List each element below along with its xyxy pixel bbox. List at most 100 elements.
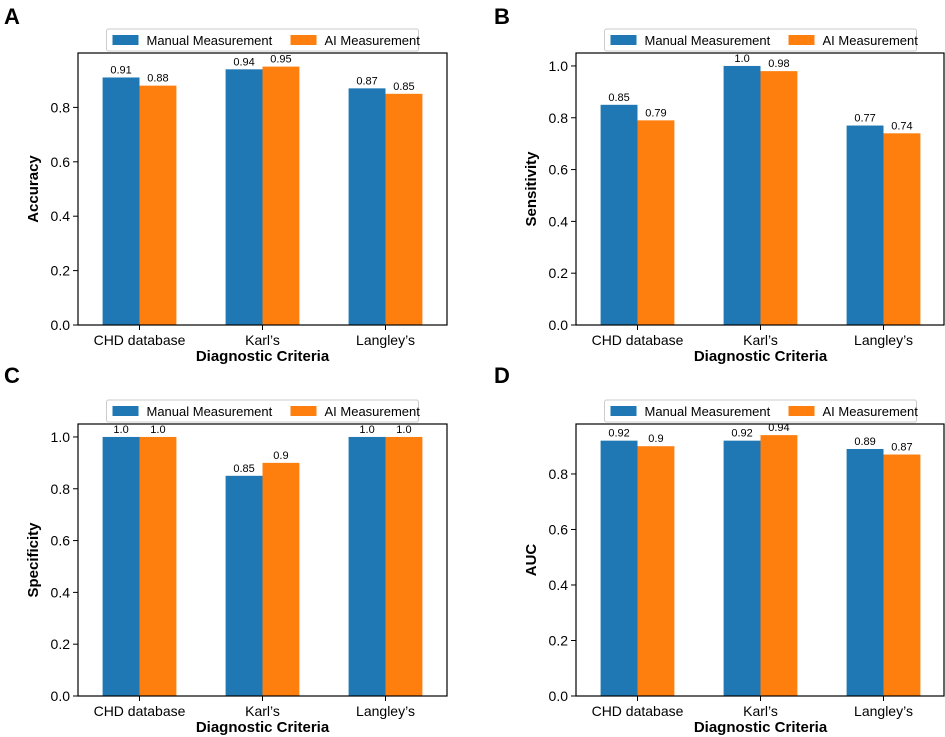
bar-ai-1 — [139, 436, 177, 696]
y-tick-label: 0.8 — [51, 481, 71, 497]
legend-label-manual: Manual Measurement — [147, 33, 273, 48]
y-tick-label: 0.0 — [51, 317, 71, 333]
bar-manual-2 — [225, 69, 263, 325]
y-tick-label: 1.0 — [549, 58, 569, 74]
legend-swatch-ai — [788, 35, 815, 45]
data-label-manual-3: 0.77 — [854, 113, 875, 125]
y-tick-label: 0.6 — [51, 533, 71, 549]
y-tick-label: 0.8 — [549, 110, 569, 126]
y-tick-label: 0.0 — [549, 317, 569, 333]
data-label-ai-3: 0.85 — [393, 81, 414, 93]
legend-swatch-ai — [290, 406, 317, 416]
bar-ai-3 — [883, 454, 921, 696]
data-label-ai-3: 0.87 — [891, 442, 912, 454]
x-tick-label: Karl’s — [245, 332, 280, 348]
data-label-manual-1: 1.0 — [113, 424, 128, 436]
y-tick-label: 0.2 — [549, 632, 569, 648]
y-axis-label: Sensitivity — [523, 151, 540, 227]
bar-manual-1 — [102, 77, 140, 325]
bar-manual-2 — [723, 65, 761, 325]
y-tick-label: 0.4 — [51, 584, 71, 600]
legend-label-ai: AI Measurement — [823, 404, 919, 419]
data-label-ai-2: 0.9 — [273, 450, 288, 462]
bar-ai-2 — [760, 435, 798, 696]
chart-panel-b: B 0.85 1.0 0.77 0.79 0.98 0.74 0.0 0.2 0.4 0.6 0.8 1… — [494, 4, 945, 365]
data-label-ai-2: 0.98 — [768, 58, 789, 70]
legend-swatch-manual — [112, 35, 139, 45]
bar-manual-3 — [846, 125, 884, 326]
x-tick-label: Langley’s — [356, 703, 415, 719]
x-tick-label: CHD database — [592, 332, 684, 348]
data-label-ai-1: 0.88 — [147, 73, 168, 85]
x-axis-label: Diagnostic Criteria — [196, 348, 330, 365]
bar-ai-2 — [760, 71, 798, 325]
bar-manual-1 — [102, 436, 140, 696]
panel-label: A — [4, 4, 20, 29]
x-tick-label: Karl’s — [743, 703, 778, 719]
data-label-manual-2: 0.92 — [731, 428, 752, 440]
x-tick-label: Langley’s — [854, 332, 913, 348]
y-tick-label: 0.8 — [549, 466, 569, 482]
legend-box — [106, 399, 419, 423]
y-tick-label: 0.4 — [549, 577, 569, 593]
y-tick-label: 0.8 — [51, 99, 71, 115]
y-tick-label: 0.6 — [549, 521, 569, 537]
y-axis-label: AUC — [523, 544, 540, 577]
data-label-manual-2: 0.94 — [233, 56, 254, 68]
data-label-manual-2: 0.85 — [233, 463, 254, 475]
panel-label: D — [494, 363, 510, 388]
legend-swatch-ai — [788, 406, 815, 416]
y-tick-label: 1.0 — [51, 429, 71, 445]
data-label-ai-3: 0.74 — [891, 120, 912, 132]
bar-manual-1 — [600, 104, 638, 325]
legend-swatch-manual — [610, 406, 637, 416]
bar-ai-3 — [883, 133, 921, 325]
y-axis-label: Specificity — [25, 522, 42, 598]
data-label-ai-1: 0.9 — [648, 433, 663, 445]
data-label-manual-1: 0.85 — [608, 92, 629, 104]
bar-manual-2 — [225, 475, 263, 696]
x-tick-label: CHD database — [592, 703, 684, 719]
chart-panel-c: C 1.0 0.85 1.0 1.0 0.9 1.0 0.0 0.2 0.4 0.6 0.8 1.0 CH… — [4, 363, 448, 736]
x-axis-label: Diagnostic Criteria — [694, 348, 828, 365]
data-label-ai-1: 0.79 — [645, 107, 666, 119]
legend-label-ai: AI Measurement — [325, 33, 421, 48]
bar-ai-2 — [262, 462, 300, 696]
legend-label-manual: Manual Measurement — [645, 33, 771, 48]
bar-ai-1 — [139, 85, 177, 325]
x-tick-label: Karl’s — [245, 703, 280, 719]
bar-manual-1 — [600, 440, 638, 696]
x-tick-label: CHD database — [94, 332, 186, 348]
y-tick-label: 0.2 — [549, 265, 569, 281]
x-tick-label: CHD database — [94, 703, 186, 719]
data-label-ai-1: 1.0 — [150, 424, 165, 436]
bar-ai-1 — [637, 120, 675, 325]
panel-label: B — [494, 4, 510, 29]
bar-manual-3 — [348, 88, 386, 325]
data-label-ai-2: 0.95 — [270, 54, 291, 66]
y-axis-label: Accuracy — [25, 155, 42, 223]
bar-manual-3 — [846, 448, 884, 696]
y-tick-label: 0.0 — [549, 688, 569, 704]
legend-label-manual: Manual Measurement — [645, 404, 771, 419]
legend-box — [604, 28, 917, 52]
data-label-manual-3: 1.0 — [359, 424, 374, 436]
bar-ai-3 — [385, 436, 423, 696]
legend-swatch-manual — [112, 406, 139, 416]
chart-panel-a: A 0.91 0.94 0.87 0.88 0.95 0.85 0.0 0.2 0.4 0.6 0.8… — [4, 4, 448, 365]
y-tick-label: 0.6 — [549, 162, 569, 178]
bar-ai-2 — [262, 66, 300, 325]
legend-swatch-ai — [290, 35, 317, 45]
chart-panel-d: D 0.92 0.92 0.89 0.9 0.94 0.87 0.0 0.2 0.4 0.6 0.8 C… — [494, 363, 945, 736]
legend-swatch-manual — [610, 35, 637, 45]
x-tick-label: Langley’s — [854, 703, 913, 719]
data-label-ai-2: 0.94 — [768, 422, 789, 434]
bar-ai-3 — [385, 93, 423, 325]
y-tick-label: 0.0 — [51, 688, 71, 704]
y-tick-label: 0.2 — [51, 636, 71, 652]
data-label-manual-2: 1.0 — [734, 53, 749, 65]
y-tick-label: 0.6 — [51, 154, 71, 170]
legend-label-manual: Manual Measurement — [147, 404, 273, 419]
x-axis-label: Diagnostic Criteria — [196, 719, 330, 736]
